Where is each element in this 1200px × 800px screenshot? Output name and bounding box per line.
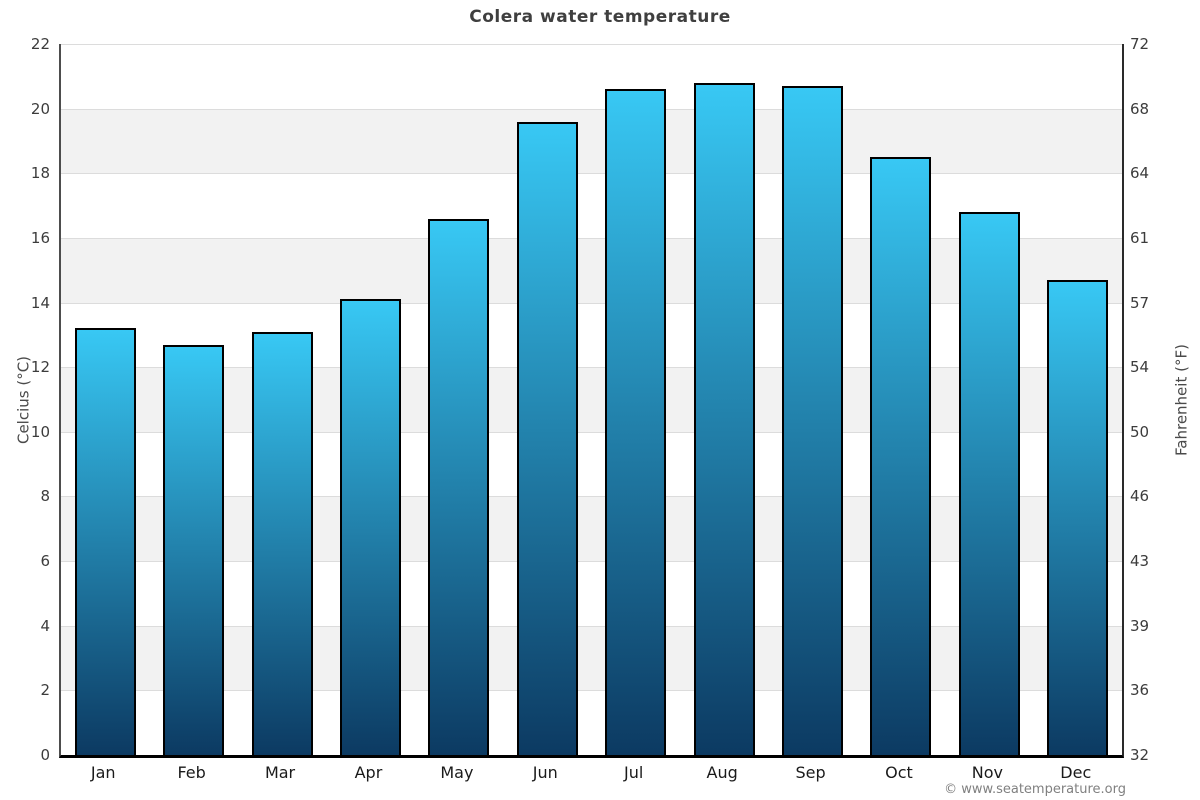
y-tick-fahrenheit-43: 43 — [1130, 552, 1150, 571]
x-tick-jul: Jul — [624, 763, 644, 782]
bar-dec[interactable] — [1047, 279, 1109, 755]
y-tick-fahrenheit-68: 68 — [1130, 99, 1150, 118]
y-tick-fahrenheit-39: 39 — [1130, 616, 1150, 635]
y-axis-right-labels: 72 68 64 61 57 54 50 46 43 39 36 32 — [1130, 35, 1190, 764]
gridline — [61, 625, 1122, 627]
gridline — [61, 496, 1122, 498]
y-tick-celsius-12: 12 — [30, 358, 50, 377]
gridline — [61, 302, 1122, 304]
gridline — [61, 561, 1122, 563]
y-tick-celsius-20: 20 — [30, 99, 50, 118]
x-tick-jan: Jan — [90, 763, 116, 782]
y-tick-fahrenheit-72: 72 — [1130, 35, 1150, 53]
gridline — [61, 237, 1122, 239]
y-tick-celsius-4: 4 — [40, 616, 50, 635]
gridline — [61, 431, 1122, 433]
copyright-link[interactable]: © www.seatemperature.org — [944, 782, 1126, 797]
gridline — [61, 108, 1122, 110]
gridline — [61, 367, 1122, 369]
y-tick-celsius-6: 6 — [40, 552, 50, 571]
plot-band — [61, 496, 1122, 562]
chart-title: Colera water temperature — [469, 7, 731, 27]
y-tick-celsius-2: 2 — [40, 681, 50, 700]
gridline — [61, 44, 1122, 45]
bar-nov[interactable] — [958, 212, 1020, 755]
y-tick-fahrenheit-46: 46 — [1130, 487, 1150, 506]
y-tick-fahrenheit-54: 54 — [1130, 358, 1150, 377]
bar-sep[interactable] — [782, 86, 844, 755]
y-tick-fahrenheit-57: 57 — [1130, 293, 1150, 312]
bar-apr[interactable] — [339, 299, 401, 755]
y-tick-celsius-8: 8 — [40, 487, 50, 506]
plot-band — [61, 625, 1122, 691]
gridline — [61, 690, 1122, 692]
plot-area — [59, 44, 1124, 758]
y-tick-fahrenheit-32: 32 — [1130, 746, 1150, 764]
plot-band — [61, 108, 1122, 174]
x-axis-labels: Jan Feb Mar Apr May Jun Jul Aug Sep Oct Nov Dec — [59, 763, 1120, 787]
x-tick-dec: Dec — [1060, 763, 1092, 782]
y-tick-fahrenheit-50: 50 — [1130, 422, 1150, 441]
y-tick-celsius-0: 0 — [40, 746, 50, 764]
gridline — [61, 173, 1122, 175]
x-tick-oct: Oct — [885, 763, 913, 782]
y-tick-celsius-10: 10 — [30, 422, 50, 441]
y-tick-fahrenheit-36: 36 — [1130, 681, 1150, 700]
x-tick-jun: Jun — [532, 763, 558, 782]
x-tick-apr: Apr — [354, 763, 383, 782]
x-tick-sep: Sep — [795, 763, 826, 782]
x-tick-mar: Mar — [264, 763, 296, 782]
y-tick-celsius-22: 22 — [30, 35, 50, 53]
y-axis-left-labels: 22 20 18 16 14 12 10 8 6 4 2 0 — [0, 35, 50, 764]
y-tick-celsius-18: 18 — [30, 164, 50, 183]
bar-jan[interactable] — [74, 328, 136, 755]
plot-band — [61, 237, 1122, 303]
bar-oct[interactable] — [870, 157, 932, 755]
bar-feb[interactable] — [163, 344, 225, 755]
bar-mar[interactable] — [251, 331, 313, 755]
plot-band — [61, 367, 1122, 432]
y-tick-fahrenheit-61: 61 — [1130, 228, 1150, 247]
x-tick-may: May — [440, 763, 474, 782]
x-tick-feb: Feb — [177, 763, 206, 782]
x-tick-aug: Aug — [706, 763, 738, 782]
bar-may[interactable] — [428, 218, 490, 755]
x-tick-nov: Nov — [971, 763, 1003, 782]
y-tick-celsius-14: 14 — [30, 293, 50, 312]
bar-jul[interactable] — [605, 89, 667, 755]
y-tick-fahrenheit-64: 64 — [1130, 164, 1150, 183]
bar-jun[interactable] — [516, 121, 578, 755]
bar-aug[interactable] — [693, 82, 755, 755]
y-tick-celsius-16: 16 — [30, 228, 50, 247]
